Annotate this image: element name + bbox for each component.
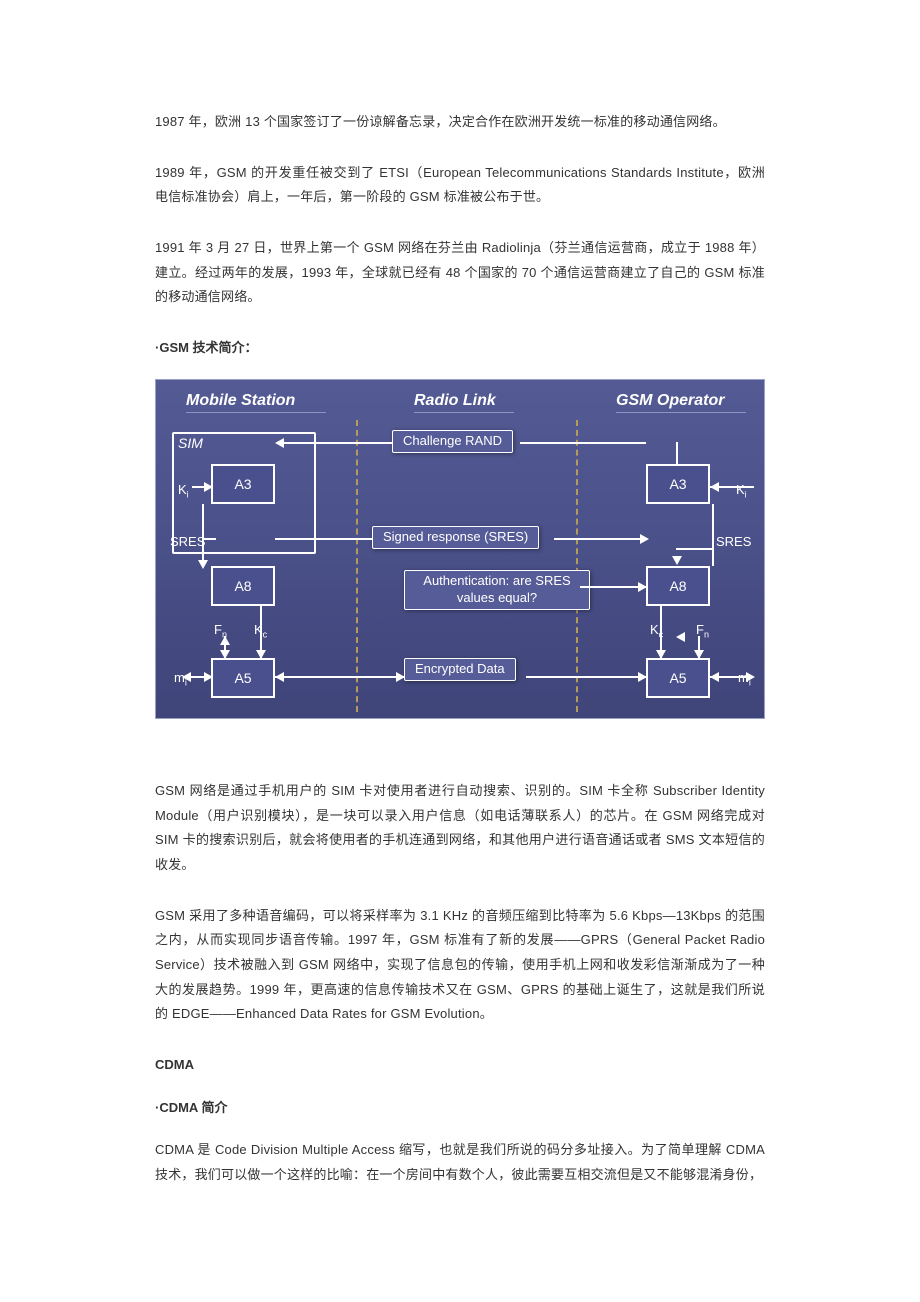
line-sres-join-l <box>202 538 216 540</box>
arrow-ki-right <box>710 482 719 492</box>
paragraph-1989: 1989 年，GSM 的开发重任被交到了 ETSI（European Telec… <box>155 161 765 210</box>
paragraph-sim: GSM 网络是通过手机用户的 SIM 卡对使用者进行自动搜索、识别的。SIM 卡… <box>155 779 765 878</box>
box-a5-right: A5 <box>646 658 710 698</box>
arrow-sres-into-a8r <box>672 556 682 565</box>
line-sres-down-r <box>712 504 714 566</box>
line-enc-l <box>275 676 404 678</box>
arrow-enc-l <box>396 672 405 682</box>
paragraph-1991: 1991 年 3 月 27 日，世界上第一个 GSM 网络在芬兰由 Radiol… <box>155 236 765 310</box>
arrow-enc-r <box>638 672 647 682</box>
box-a3-right: A3 <box>646 464 710 504</box>
arrow-fn-right <box>694 650 704 659</box>
arrow-kc-right <box>656 650 666 659</box>
msg-challenge: Challenge RAND <box>392 430 513 453</box>
arrow-enc-back <box>275 672 284 682</box>
label-ki-right: Ki <box>736 478 747 504</box>
heading-cdma-intro: ·CDMA 简介 <box>155 1096 765 1121</box>
msg-auth-line2: values equal? <box>457 590 537 605</box>
line-enc-r <box>526 676 646 678</box>
diagram-canvas: Mobile Station Radio Link GSM Operator S… <box>155 379 765 719</box>
msg-auth-line1: Authentication: are SRES <box>423 573 570 588</box>
line-sres-l <box>275 538 372 540</box>
arrow-sres-into-a8l <box>198 560 208 569</box>
arrow-fn-side-right <box>676 632 685 642</box>
msg-auth: Authentication: are SRES values equal? <box>404 570 590 610</box>
document-page: 1987 年，欧洲 13 个国家签订了一份谅解备忘录，决定合作在欧洲开发统一标准… <box>0 0 920 1268</box>
label-sres-left: SRES <box>170 530 205 555</box>
line-op-up <box>676 442 678 464</box>
arrow-challenge-into-a3l <box>275 438 284 448</box>
line-sres-r <box>554 538 646 540</box>
line-auth <box>580 586 646 588</box>
paragraph-gprs: GSM 采用了多种语音编码，可以将采样率为 3.1 KHz 的音频压缩到比特率为… <box>155 904 765 1027</box>
arrow-fn-up-left <box>220 636 230 645</box>
label-sres-right: SRES <box>716 530 751 555</box>
arrow-mi-right <box>746 672 755 682</box>
line-sres-join-r <box>676 548 714 550</box>
box-a5-left: A5 <box>211 658 275 698</box>
underline-mobile <box>186 412 326 413</box>
label-ki-left: Ki <box>178 478 189 504</box>
arrow-fn-left <box>220 650 230 659</box>
arrow-kc-left <box>256 650 266 659</box>
line-challenge-r <box>520 442 646 444</box>
line-sres-down-l <box>202 504 204 566</box>
msg-signed: Signed response (SRES) <box>372 526 539 549</box>
underline-operator <box>616 412 746 413</box>
arrow-ki-left <box>204 482 213 492</box>
msg-encrypted: Encrypted Data <box>404 658 516 681</box>
box-a3-left: A3 <box>211 464 275 504</box>
underline-radio <box>414 412 514 413</box>
arrow-auth <box>638 582 647 592</box>
box-a8-right: A8 <box>646 566 710 606</box>
divider-right <box>576 420 578 712</box>
arrow-mi-right-in <box>710 672 719 682</box>
divider-left <box>356 420 358 712</box>
arrow-mi-left <box>204 672 213 682</box>
heading-cdma: CDMA <box>155 1053 765 1078</box>
line-challenge-l <box>284 442 392 444</box>
heading-gsm-tech: ·GSM 技术简介： <box>155 336 765 361</box>
paragraph-1987: 1987 年，欧洲 13 个国家签订了一份谅解备忘录，决定合作在欧洲开发统一标准… <box>155 110 765 135</box>
paragraph-cdma: CDMA 是 Code Division Multiple Access 缩写，… <box>155 1138 765 1187</box>
box-a8-left: A8 <box>211 566 275 606</box>
arrow-sres-right <box>640 534 649 544</box>
arrow-mi-left-out <box>182 672 191 682</box>
gsm-auth-diagram: Mobile Station Radio Link GSM Operator S… <box>155 379 765 719</box>
sim-label: SIM <box>178 430 203 457</box>
